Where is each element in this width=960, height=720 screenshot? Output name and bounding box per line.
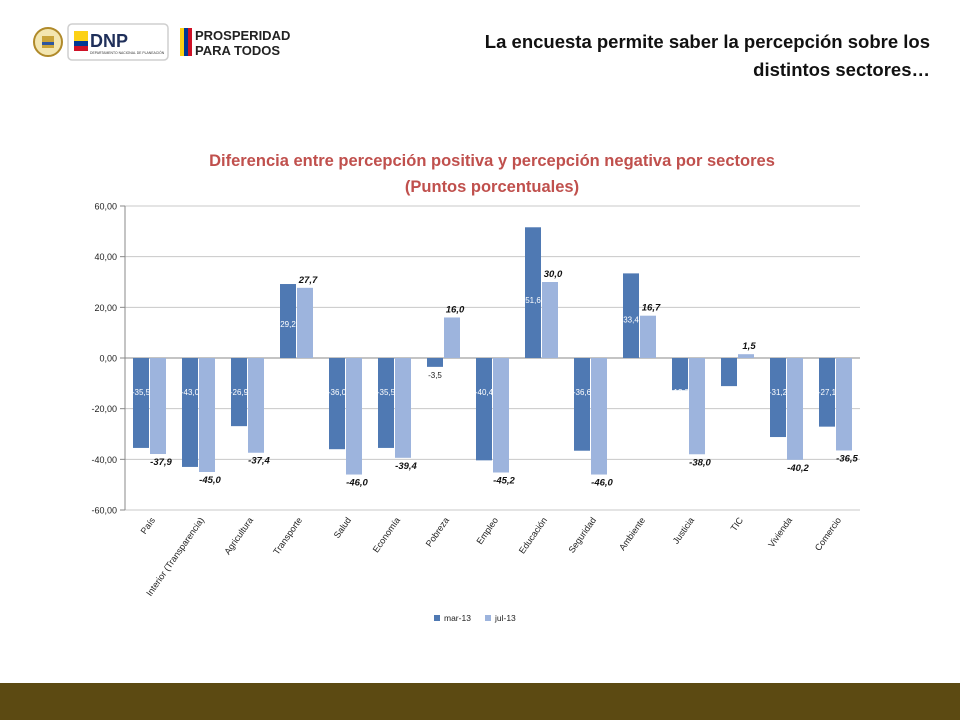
footer-bar [0,683,960,720]
bar-mar-13 [329,358,345,450]
bar-jul-13 [542,282,558,358]
data-label-jul-13: -45,0 [199,475,221,486]
bar-jul-13 [150,358,166,455]
legend-swatch-mar-13 [434,615,440,621]
data-label-jul-13: -37,9 [150,457,172,468]
data-label-mar-13: -36,0 [328,388,347,397]
x-tick-label: Educación [517,515,549,555]
data-label-mar-13: 29,2 [280,320,296,329]
bar-mar-13 [721,358,737,387]
data-label-jul-13: 16,7 [642,303,661,314]
data-label-jul-13: -45,2 [493,476,515,487]
data-label-jul-13: -37,4 [248,456,270,467]
data-label-mar-13: 33,4 [623,315,639,324]
x-tick-label: Salud [332,515,353,540]
colombia-coat-of-arms-icon [33,27,63,57]
logos: DNP DEPARTAMENTO NACIONAL DE PLANEACIÓN … [33,23,290,61]
prosperidad-logo-line2: PARA TODOS [195,43,280,58]
dnp-logo-text: DNP [90,31,128,51]
data-label-mar-13: -43,0 [181,388,200,397]
y-tick-label: -60,00 [91,506,117,516]
data-label-jul-13: -40,2 [787,463,809,474]
bar-jul-13 [248,358,264,453]
bar-jul-13 [199,358,215,472]
x-tick-label: Agricultura [222,515,255,556]
bar-jul-13 [689,358,705,455]
x-tick-label: Vivienda [766,515,794,549]
bar-mar-13 [525,227,541,358]
bar-jul-13 [787,358,803,460]
data-label-jul-13: -46,0 [591,478,613,489]
bar-jul-13 [444,317,460,358]
bar-jul-13 [493,358,509,473]
bar-jul-13 [836,358,852,451]
data-label-mar-13: -12,7 [671,388,690,397]
legend-label-mar-13: mar-13 [444,613,471,623]
y-tick-label: 20,00 [94,303,117,313]
bar-mar-13 [623,273,639,358]
data-label-mar-13: -11,1 [720,388,738,397]
bar-jul-13 [395,358,411,458]
x-tick-label: TIC [729,515,746,533]
data-label-jul-13: 30,0 [544,269,563,280]
x-tick-label: Empleo [474,515,500,546]
bar-mar-13 [574,358,590,451]
data-label-mar-13: 51,6 [525,296,541,305]
y-tick-label: -20,00 [91,404,117,414]
x-tick-label: Transporte [271,515,304,556]
dnp-logo-subtext: DEPARTAMENTO NACIONAL DE PLANEACIÓN [90,50,165,55]
data-label-mar-13: -35,5 [377,388,396,397]
data-label-mar-13: -3,5 [428,371,442,380]
data-label-mar-13: -36,6 [573,388,592,397]
colombia-flag-icon [74,31,88,51]
bar-chart: Diferencia entre percepción positiva y p… [91,152,860,623]
prosperidad-logo-icon [180,28,192,56]
x-tick-label: Pobreza [424,515,451,548]
x-tick-label: Interior (Transparencia) [144,515,206,597]
bar-jul-13 [346,358,362,475]
legend-label-jul-13: jul-13 [494,613,516,623]
y-tick-label: 60,00 [94,202,117,212]
y-tick-label: 40,00 [94,252,117,262]
y-tick-label: 0,00 [99,354,117,364]
slide-title: La encuesta permite saber la percepción … [484,31,930,80]
bar-mar-13 [819,358,835,427]
x-tick-label: Seguridad [566,515,598,554]
bar-jul-13 [297,287,313,358]
data-label-mar-13: -26,9 [230,388,249,397]
data-label-jul-13: -36,5 [836,453,858,464]
y-tick-label: -40,00 [91,455,117,465]
bar-mar-13 [133,358,149,448]
bar-mar-13 [476,358,492,461]
bar-mar-13 [672,358,688,391]
bar-jul-13 [738,354,754,358]
chart-subtitle: (Puntos porcentuales) [405,178,579,196]
legend-swatch-jul-13 [485,615,491,621]
data-label-jul-13: 27,7 [298,275,318,286]
chart-title: Diferencia entre percepción positiva y p… [209,152,775,170]
data-label-jul-13: -46,0 [346,478,368,489]
data-label-mar-13: -35,5 [132,388,151,397]
data-label-jul-13: 1,5 [742,341,756,352]
bar-mar-13 [280,284,296,358]
data-label-mar-13: -31,2 [769,388,788,397]
data-label-jul-13: -38,0 [689,457,711,468]
bar-mar-13 [770,358,786,438]
data-label-mar-13: -27,1 [818,388,837,397]
bar-mar-13 [378,358,394,448]
x-tick-label: Comercio [813,515,843,552]
bar-jul-13 [591,358,607,475]
data-label-mar-13: -40,4 [475,388,494,397]
bar-mar-13 [231,358,247,427]
bar-jul-13 [640,315,656,358]
x-tick-label: Ambiente [617,515,647,552]
bar-mar-13 [182,358,198,467]
x-tick-label: Economía [371,515,402,554]
prosperidad-logo-line1: PROSPERIDAD [195,28,290,43]
data-label-jul-13: 16,0 [446,304,465,315]
x-tick-label: País [139,515,158,536]
data-label-jul-13: -39,4 [395,461,417,472]
x-tick-label: Justicia [671,515,696,545]
bar-mar-13 [427,358,443,367]
